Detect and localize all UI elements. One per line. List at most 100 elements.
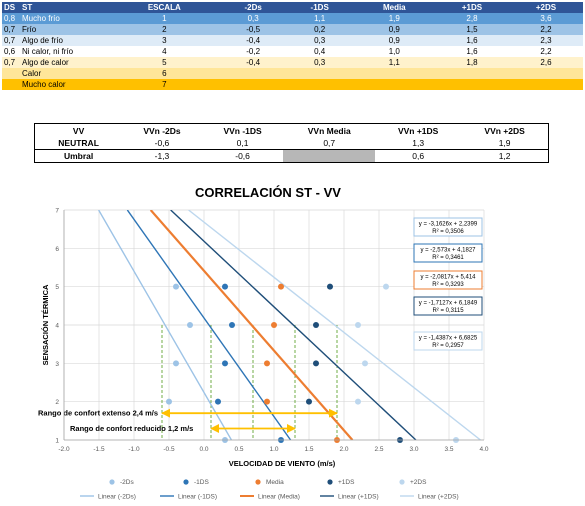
y-tick-label: 4 [55,323,59,330]
data-point [173,360,179,367]
vv-header-cell: VVn +1DS [397,125,439,136]
table-cell: 7 [162,80,167,89]
table-header-cell: ST [20,2,108,13]
equation-box [413,270,483,290]
vv-row-label: Umbral [34,149,123,163]
legend-label: +2DS [410,479,427,486]
vv-header-row: VV VVn -2Ds VVn -1DS VVn Media VVn +1DS VVn +… [35,124,549,138]
data-point [313,322,319,328]
table-header-cell: Media [353,2,435,13]
legend: -2Ds -1DS Media +1DS +2DS Linear (-2Ds) Linear… [80,479,459,501]
table-cell: Mucho frío [22,14,60,23]
table-cell: 2,6 [540,58,552,67]
legend-label: -1DS [194,479,209,486]
table-cell: 2,2 [540,47,552,56]
table-cell: 0,6 [4,47,16,56]
table-cell: 2,2 [540,25,552,34]
y-tick-label: 2 [55,399,59,406]
data-point [264,398,270,405]
x-tick-label: -1.0 [128,446,140,453]
y-tick-label: 6 [55,246,59,253]
table-cell [2,68,20,79]
data-point [355,322,361,328]
equation-box [413,296,483,316]
vv-row-label: NEUTRAL [58,138,99,148]
legend-marker [183,479,189,485]
table-cell [221,68,286,79]
table-cell: 0,9 [388,25,400,34]
equation-text: y = -1,4387x + 6,6825 [419,336,478,342]
table-cell: -0,2 [246,47,261,56]
trend-line [126,210,292,440]
table-cell: 0,3 [314,58,326,67]
table-cell: Mucho calor [22,80,66,89]
vv-cell: 0,7 [323,138,336,148]
vv-cell: 0,6 [375,149,462,163]
vv-cell: 1,9 [498,138,511,148]
r2-text: R² = 0,3293 [432,282,464,288]
table-cell: 0,2 [314,25,326,34]
x-tick-label: 3.0 [409,446,418,453]
data-point [166,398,172,405]
axes: 1 2 3 4 5 6 7 -2.0 -1.5 -1.0 -0.5 0.0 0.5 1.0 1.5 2.0 2.… [55,208,489,454]
table-cell: 2,3 [540,36,552,45]
data-point [327,283,333,290]
vv-cell: 0,1 [236,138,249,148]
r2-text: R² = 0,3461 [432,255,464,261]
equation-text: y = -2,0817x + 5,414 [420,275,476,281]
equation-box [413,243,483,263]
correlation-chart: CORRELACIÓN ST - VV Rango de confort ext… [38,185,489,501]
vv-cell: -1,3 [122,149,202,163]
table-cell [509,79,583,90]
table-cell: Ni calor, ni frío [22,47,74,56]
x-tick-label: 1.0 [269,446,278,453]
table-cell: 1,1 [314,14,326,23]
vv-cell: -0,6 [201,149,284,163]
x-axis-label: VELOCIDAD DE VIENTO (m/s) [229,459,336,468]
table-cell: 0,4 [314,47,326,56]
r2-text: R² = 0,2957 [432,343,464,349]
vv-header-cell: VVn -2Ds [143,125,181,136]
table-cell: 0,7 [4,58,16,67]
table-cell [509,68,583,79]
vv-header-cell: VV [72,125,85,136]
table-cell: Algo de frío [22,36,63,45]
table-row: 0,7 Frío 2 -0,5 0,2 0,9 1,5 2,2 [2,24,583,35]
table-cell: 1,5 [466,25,478,34]
table-header-row: DS ST ESCALA -2Ds -1DS Media +1DS +2DS [2,2,583,13]
table-cell: Algo de calor [22,58,69,67]
equation-text: y = -2,573x + 4,1827 [420,248,476,254]
legend-label: -2Ds [120,479,134,486]
table-cell: 0,8 [4,14,16,23]
vv-header-cell: VVn +2DS [484,125,525,136]
table-cell: 1,6 [466,36,478,45]
vv-cell: 1,3 [412,138,425,148]
table-cell [354,68,435,79]
table-row: 0,7 Algo de frío 3 -0,4 0,3 0,9 1,6 2,3 [2,35,583,46]
legend-marker [399,479,405,485]
table-cell [354,79,435,90]
data-point [383,283,389,290]
table-cell: 5 [162,58,167,67]
comfort-range-label: Rango de confort extenso 2,4 m/s [38,409,158,418]
data-point [222,283,228,290]
data-point [355,398,361,405]
table-cell [286,79,354,90]
data-point [187,322,193,328]
table-header-cell: -1DS [285,2,354,13]
trend-line [98,210,233,440]
legend-label: Linear (Media) [258,494,300,501]
vv-neutral-table: VV VVn -2Ds VVn -1DS VVn Media VVn +1DS VVn +… [34,123,549,163]
table-cell: 0,3 [247,14,259,23]
equation-box [413,331,483,351]
r2-text: R² = 0,3506 [432,229,464,235]
legend-marker [109,479,115,485]
vv-cell: -0,6 [154,138,170,148]
table-cell: 1,1 [388,58,400,67]
trend-line [170,210,417,440]
table-cell: 0,7 [4,25,16,34]
y-tick-label: 7 [55,208,59,215]
equation-box [413,217,483,237]
data-point [222,360,228,367]
